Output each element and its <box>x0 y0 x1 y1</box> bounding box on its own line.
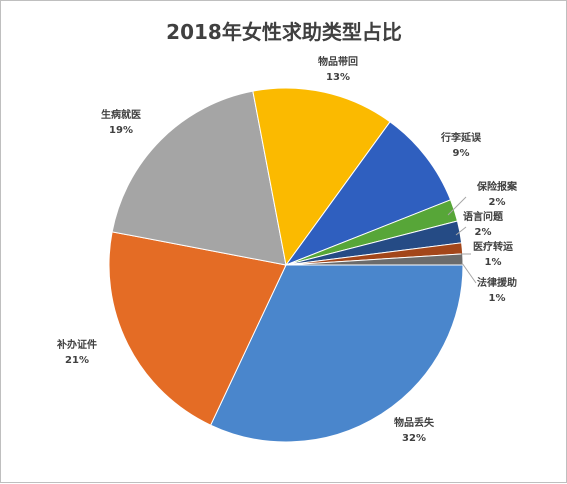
slice-name-label: 物品丢失 <box>394 416 435 429</box>
leader-lines <box>447 196 477 284</box>
leader-line <box>455 226 467 236</box>
leader-line <box>447 196 467 216</box>
slice-name-label: 保险报案 <box>476 180 518 193</box>
slice-percent-label: 13% <box>326 72 350 83</box>
slice-labels: 物品丢失 32% 补办证件 21% 生病就医 19% 物品带回 13% 行李延误 9% 保险报案 2%… <box>56 55 518 444</box>
pie-slices <box>108 87 464 443</box>
slice-percent-label: 1% <box>485 257 502 268</box>
slice-percent-label: 9% <box>453 148 470 159</box>
slice-name-label: 物品带回 <box>318 55 358 68</box>
slice-name-label: 生病就医 <box>101 108 141 121</box>
leader-line <box>461 262 477 284</box>
pie-slice <box>108 231 287 426</box>
slice-name-label: 医疗转运 <box>473 240 513 253</box>
slice-percent-label: 1% <box>489 293 506 304</box>
slice-percent-label: 32% <box>402 433 426 444</box>
slice-percent-label: 2% <box>489 197 506 208</box>
pie-slice <box>284 121 452 267</box>
slice-percent-label: 21% <box>65 355 89 366</box>
slice-percent-label: 2% <box>475 227 492 238</box>
slice-name-label: 补办证件 <box>56 338 97 351</box>
slice-name-label: 语言问题 <box>463 210 504 223</box>
pie-slice <box>111 90 287 266</box>
pie-slice <box>209 264 464 443</box>
slice-percent-label: 19% <box>109 125 133 136</box>
slice-name-label: 法律援助 <box>477 276 517 289</box>
pie-slice <box>252 87 391 267</box>
chart-title: 2018年女性求助类型占比 <box>166 20 402 44</box>
slice-name-label: 行李延误 <box>440 131 482 144</box>
